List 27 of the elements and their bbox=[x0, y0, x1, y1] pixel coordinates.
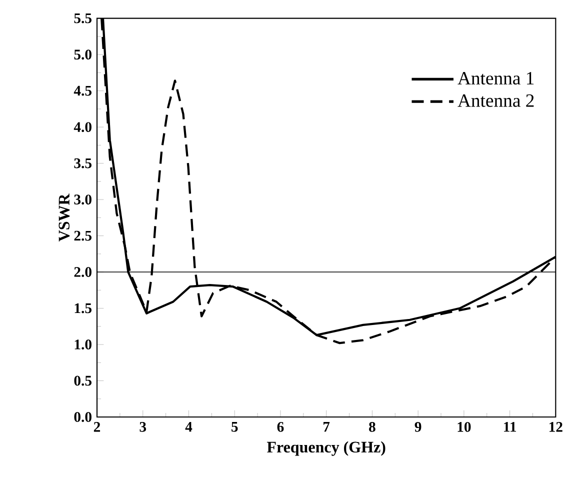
legend-label: Antenna 2 bbox=[458, 94, 534, 107]
x-tick-label: 5 bbox=[232, 422, 238, 432]
y-tick-label: 5.5 bbox=[74, 13, 92, 24]
y-tick-label: 4.5 bbox=[74, 86, 92, 96]
x-tick-label: 7 bbox=[324, 422, 330, 432]
x-tick-label: 3 bbox=[140, 422, 146, 432]
y-tick-label: 5.0 bbox=[74, 50, 92, 60]
y-tick-label: 0.0 bbox=[74, 412, 92, 422]
legend-label: Antenna 1 bbox=[458, 72, 534, 85]
y-tick-label: 2.5 bbox=[74, 230, 92, 241]
y-tick-label: 4.0 bbox=[74, 122, 92, 132]
y-tick-label: 1.0 bbox=[74, 340, 92, 350]
x-tick-label: 12 bbox=[550, 422, 562, 432]
y-tick-label: 2.0 bbox=[74, 267, 92, 278]
x-tick-label: 6 bbox=[277, 422, 284, 432]
y-tick-label: 0.5 bbox=[74, 376, 92, 386]
x-axis-title: Frequency (GHz) bbox=[266, 441, 386, 456]
y-tick-label: 1.5 bbox=[74, 303, 92, 314]
x-tick-label: 9 bbox=[414, 422, 422, 432]
x-tick-label: 4 bbox=[185, 422, 192, 432]
x-tick-label: 8 bbox=[369, 422, 376, 432]
x-tick-label: 10 bbox=[458, 422, 471, 432]
x-tick-label: 11 bbox=[504, 422, 516, 432]
x-tick-label: 2 bbox=[94, 422, 100, 432]
y-axis-title: VSWR bbox=[58, 194, 70, 242]
y-tick-label: 3.0 bbox=[74, 194, 92, 205]
y-tick-label: 3.5 bbox=[74, 158, 92, 168]
